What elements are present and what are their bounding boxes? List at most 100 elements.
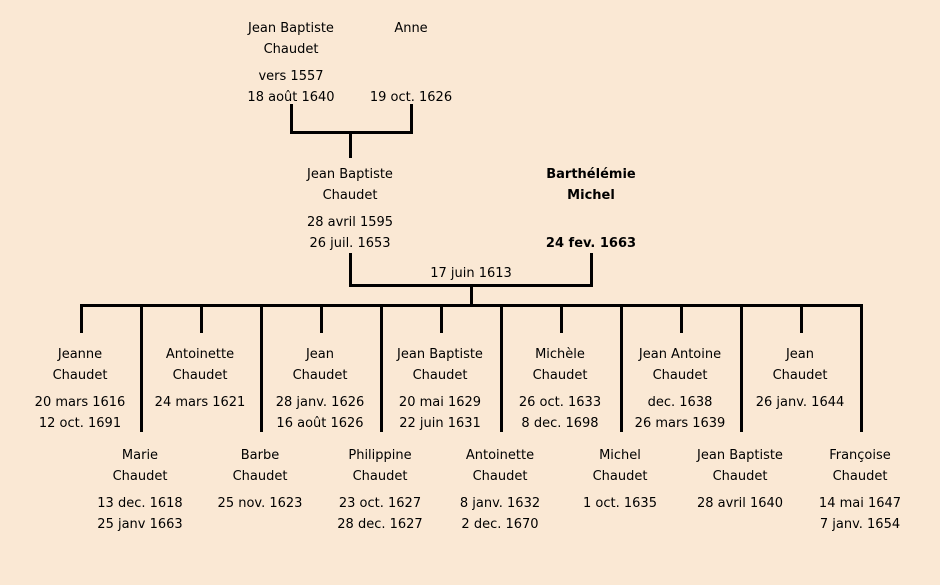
person-death-date (550, 514, 690, 535)
person-birth-date: 26 janv. 1644 (755, 395, 845, 410)
connector-child7-drop (440, 307, 443, 333)
person-birth-date: 26 oct. 1633 (518, 395, 602, 410)
person-birth-date: 13 dec. 1618 (97, 496, 183, 511)
connector-gen2-marriage-bar (349, 284, 593, 287)
person-birth-date: dec. 1638 (647, 395, 713, 410)
person-death-date: 2 dec. 1670 (461, 517, 539, 532)
person-jean-baptiste-chaudet-child1[interactable]: Jean Baptiste Chaudet 20 mai 1629 22 jui… (370, 344, 510, 434)
person-name-line2: Chaudet (472, 469, 528, 484)
connector-child5-drop (320, 307, 323, 333)
connector-child10-drop (620, 307, 623, 432)
person-jean-baptiste-chaudet-gen1[interactable]: Jean Baptiste Chaudet vers 1557 18 août … (221, 18, 361, 108)
person-name-line2: Chaudet (292, 368, 348, 383)
person-name-line2: Chaudet (832, 469, 888, 484)
person-death-date (670, 514, 810, 535)
connector-child12-drop (740, 307, 743, 432)
connector-child8-drop (500, 307, 503, 432)
person-death-date: 16 août 1626 (276, 416, 364, 431)
person-antoinette-chaudet-2[interactable]: Antoinette Chaudet 8 janv. 1632 2 dec. 1… (430, 445, 570, 535)
person-name-line1: Jean Antoine (638, 347, 722, 362)
person-birth-date (341, 66, 481, 87)
person-name-line1: Philippine (348, 448, 412, 463)
person-michel-chaudet[interactable]: Michel Chaudet 1 oct. 1635 (550, 445, 690, 535)
connector-child13-drop (800, 307, 803, 333)
connector-sibling-bar (80, 304, 863, 307)
person-name-line1: Françoise (829, 448, 891, 463)
person-death-date: 25 janv 1663 (97, 517, 183, 532)
person-name-line1: Jean (305, 347, 335, 362)
connector-child9-drop (560, 307, 563, 333)
connector-child1-drop (80, 307, 83, 333)
connector-gen1-child-drop (349, 134, 352, 158)
person-michele-chaudet[interactable]: Michèle Chaudet 26 oct. 1633 8 dec. 1698 (490, 344, 630, 434)
person-death-date: 22 juin 1631 (399, 416, 481, 431)
person-jeanne-chaudet[interactable]: Jeanne Chaudet 20 mars 1616 12 oct. 1691 (10, 344, 150, 434)
person-birth-date: 25 nov. 1623 (217, 496, 303, 511)
person-death-date: 28 dec. 1627 (337, 517, 423, 532)
person-birth-date: 1 oct. 1635 (583, 496, 657, 511)
person-name-line2 (341, 39, 481, 60)
person-name-line1: Jean Baptiste (307, 167, 393, 182)
person-name-line1: Jeanne (57, 347, 103, 362)
connector-gen1-marriage-bar (290, 131, 413, 134)
person-name-line2: Chaudet (172, 368, 228, 383)
person-name-line1: Jean (785, 347, 815, 362)
person-birth-date: 8 janv. 1632 (459, 496, 541, 511)
person-name-line2: Chaudet (532, 368, 588, 383)
person-birth-date: 20 mai 1629 (398, 395, 482, 410)
person-birth-date: 24 mars 1621 (154, 395, 246, 410)
person-name-line2: Michel (567, 188, 615, 203)
person-death-date: 26 mars 1639 (634, 416, 726, 431)
person-jean-chaudet-2[interactable]: Jean Chaudet 26 janv. 1644 (730, 344, 870, 434)
connector-child4-drop (260, 307, 263, 432)
person-jean-baptiste-chaudet-gen2[interactable]: Jean Baptiste Chaudet 28 avril 1595 26 j… (280, 164, 420, 254)
connector-child3-drop (200, 307, 203, 333)
person-name-line2: Chaudet (322, 188, 378, 203)
person-birth-date: 28 janv. 1626 (275, 395, 365, 410)
connector-child14-drop (860, 307, 863, 432)
person-death-date: 19 oct. 1626 (369, 90, 453, 105)
connector-gen1-mother-drop (410, 104, 413, 134)
person-francoise-chaudet[interactable]: Françoise Chaudet 14 mai 1647 7 janv. 16… (790, 445, 930, 535)
person-name-line2: Chaudet (592, 469, 648, 484)
person-philippine-chaudet[interactable]: Philippine Chaudet 23 oct. 1627 28 dec. … (310, 445, 450, 535)
connector-gen1-father-drop (290, 104, 293, 134)
person-jean-baptiste-chaudet-child2[interactable]: Jean Baptiste Chaudet 28 avril 1640 (670, 445, 810, 535)
person-antoinette-chaudet-1[interactable]: Antoinette Chaudet 24 mars 1621 (130, 344, 270, 434)
person-birth-date: 20 mars 1616 (34, 395, 126, 410)
person-barbe-chaudet[interactable]: Barbe Chaudet 25 nov. 1623 (190, 445, 330, 535)
connector-gen2-children-drop (470, 287, 473, 305)
person-name-line1: Antoinette (465, 448, 535, 463)
person-death-date: 12 oct. 1691 (38, 416, 122, 431)
person-jean-chaudet-1[interactable]: Jean Chaudet 28 janv. 1626 16 août 1626 (250, 344, 390, 434)
person-name-line2: Chaudet (263, 42, 319, 57)
person-name-line2: Chaudet (232, 469, 288, 484)
connector-gen2-mother-drop (590, 253, 593, 287)
person-name-line1: Jean Baptiste (248, 21, 334, 36)
person-death-date (190, 514, 330, 535)
person-birth-date: 14 mai 1647 (818, 496, 902, 511)
connector-gen2-father-drop (349, 253, 352, 287)
person-name-line2: Chaudet (52, 368, 108, 383)
person-name-line2: Chaudet (412, 368, 468, 383)
person-anne-gen1[interactable]: Anne 19 oct. 1626 (341, 18, 481, 108)
person-name-line1: Michèle (535, 347, 585, 362)
connector-child11-drop (680, 307, 683, 333)
person-name-line2: Chaudet (712, 469, 768, 484)
person-death-date: 18 août 1640 (247, 90, 335, 105)
person-jean-antoine-chaudet[interactable]: Jean Antoine Chaudet dec. 1638 26 mars 1… (610, 344, 750, 434)
person-name-line2: Chaudet (772, 368, 828, 383)
person-name-line1: Marie (121, 448, 159, 463)
person-death-date: 26 juil. 1653 (309, 236, 391, 251)
person-name-line2: Chaudet (352, 469, 408, 484)
person-birth-date: 28 avril 1640 (696, 496, 784, 511)
person-birth-date: 23 oct. 1627 (338, 496, 422, 511)
person-name-line1: Antoinette (165, 347, 235, 362)
person-name-line1: Barthélémie (546, 167, 636, 182)
person-barthelemie-michel-gen2[interactable]: Barthélémie Michel 24 fev. 1663 (521, 164, 661, 254)
person-name-line1: Anne (394, 21, 428, 36)
person-name-line2: Chaudet (652, 368, 708, 383)
person-name-line1: Jean Baptiste (397, 347, 483, 362)
person-marie-chaudet[interactable]: Marie Chaudet 13 dec. 1618 25 janv 1663 (70, 445, 210, 535)
person-death-date: 24 fev. 1663 (545, 236, 637, 251)
